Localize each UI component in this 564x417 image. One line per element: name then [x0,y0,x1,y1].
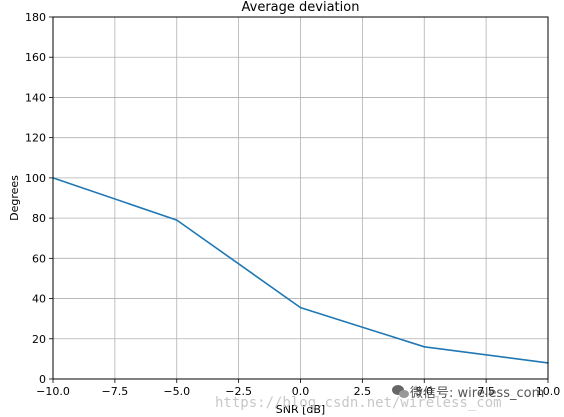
x-tick-label: −7.5 [102,385,129,398]
y-tick-label: 0 [39,373,46,386]
x-tick-label: 7.5 [477,385,495,398]
x-tick-label: −2.5 [225,385,252,398]
watermark-url: https://blog.csdn.net/wireless_com [215,395,502,411]
x-tick-label: 2.5 [354,385,372,398]
y-tick-label: 100 [25,172,46,185]
data-point [423,346,426,348]
x-tick-label: −10.0 [36,385,70,398]
y-tick-label: 60 [32,252,46,265]
y-tick-label: 80 [32,212,46,225]
x-tick-label: 5.0 [416,385,434,398]
plot-frame [52,16,549,380]
watermark-handle: 微信号: wireless_com [410,386,544,401]
y-tick-label: 20 [32,333,46,346]
x-tick-label: 10.0 [536,385,561,398]
data-point [299,306,302,309]
y-tick-label: 120 [25,132,46,145]
x-tick-label: 0.0 [292,385,310,398]
y-tick-label: 180 [25,11,46,24]
y-ticks: 0 20 40 60 80 100 120 140 160 180 [25,11,53,386]
x-axis-label: SNR [dB] [276,403,325,416]
y-axis-label: Degrees [8,175,21,221]
data-point [175,219,178,221]
y-tick-label: 160 [25,51,46,64]
wechat-icon [392,385,409,398]
y-tick-label: 140 [25,91,46,104]
chart-title: Average deviation [242,0,360,15]
x-ticks: −10.0 −7.5 −5.0 −2.5 0.0 2.5 5.0 7.5 10.0 [36,379,560,398]
y-tick-label: 40 [32,293,46,306]
x-tick-label: −5.0 [163,385,190,398]
